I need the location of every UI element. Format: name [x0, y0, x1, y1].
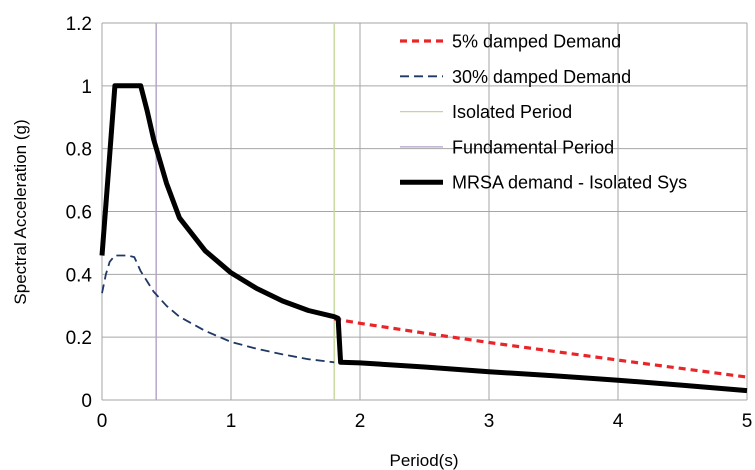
x-axis-ticks: 0 1 2 3 4 5 [97, 411, 753, 432]
legend-label: Fundamental Period [452, 137, 614, 157]
series-group [99, 83, 748, 394]
x-tick-label: 5 [742, 411, 753, 432]
x-tick-label: 3 [484, 411, 495, 432]
legend-label: 30% damped Demand [452, 67, 631, 87]
period-markers [155, 23, 335, 400]
legend: 5% damped Demand 30% damped Demand Isolate… [400, 32, 687, 193]
x-tick-label: 4 [613, 411, 624, 432]
y-tick-label: 0.4 [66, 265, 93, 286]
y-tick-label: 1 [81, 77, 92, 98]
legend-label: MRSA demand - Isolated Sys [452, 173, 687, 193]
y-tick-label: 1.2 [66, 14, 92, 35]
series-line-5-damped-demand [333, 317, 748, 379]
y-tick-label: 0.2 [66, 328, 92, 349]
y-axis-ticks: 0 0.2 0.4 0.6 0.8 1 1.2 [66, 14, 93, 412]
legend-label: 5% damped Demand [452, 32, 621, 52]
y-tick-label: 0.8 [66, 140, 92, 161]
x-axis-label: Period(s) [390, 451, 459, 470]
x-tick-label: 2 [355, 411, 366, 432]
series-line-mrsa-demand-isolated-sys [99, 83, 748, 394]
gridlines [101, 22, 748, 401]
x-tick-label: 1 [226, 411, 237, 432]
x-tick-label: 0 [97, 411, 108, 432]
y-tick-label: 0 [81, 391, 92, 412]
series-line-30-damped-demand [101, 254, 335, 364]
y-tick-label: 0.6 [66, 203, 92, 224]
y-axis-label: Spectral Acceleration (g) [11, 119, 30, 304]
legend-label: Isolated Period [452, 102, 572, 122]
